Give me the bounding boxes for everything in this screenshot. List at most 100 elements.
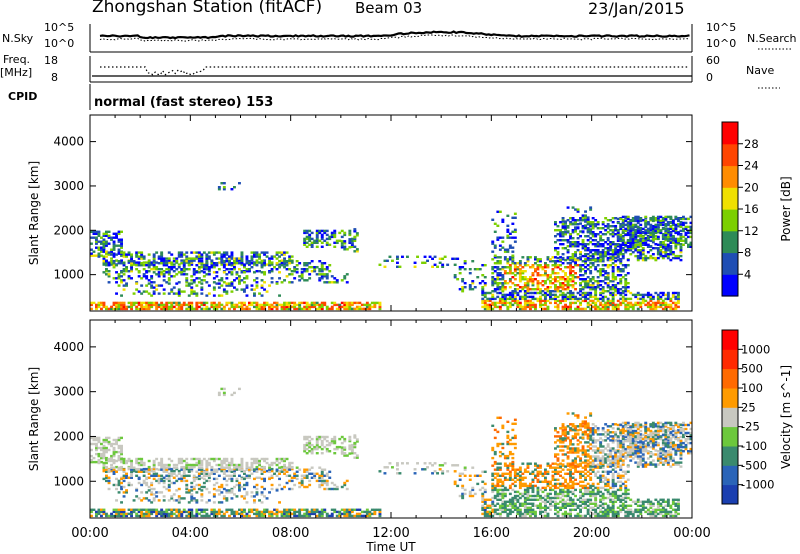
echo-cell <box>579 301 582 305</box>
echo-cell <box>165 305 169 309</box>
echo-cell <box>518 508 522 511</box>
echo-cell <box>160 307 164 311</box>
echo-cell <box>325 305 329 309</box>
echo-cell <box>649 219 653 222</box>
echo-cell <box>240 510 244 514</box>
echo-cell <box>243 301 246 305</box>
echo-cell <box>102 263 106 266</box>
echo-cell <box>308 305 312 309</box>
echo-cell <box>132 261 136 264</box>
echo-cell <box>263 305 266 309</box>
echo-cell <box>644 237 648 240</box>
echo-cell <box>310 450 314 453</box>
echo-cell <box>303 437 307 441</box>
echo-cell <box>564 293 567 297</box>
echo-cell <box>541 268 545 271</box>
echo-cell <box>110 463 113 467</box>
echo-cell <box>320 510 324 514</box>
echo-cell <box>288 281 292 284</box>
echo-cell <box>182 470 186 473</box>
echo-cell <box>606 251 610 254</box>
echo-cell <box>320 270 324 273</box>
echo-cell <box>353 301 357 305</box>
echo-cell <box>574 253 577 256</box>
echo-cell <box>115 487 118 491</box>
echo-cell <box>160 474 164 477</box>
echo-cell <box>288 305 292 309</box>
echo-cell <box>586 243 590 246</box>
echo-cell <box>503 299 507 303</box>
echo-cell <box>423 261 427 264</box>
echo-cell <box>215 463 219 467</box>
echo-cell <box>250 468 254 471</box>
echo-cell <box>275 301 279 305</box>
echo-cell <box>581 219 585 222</box>
echo-cell <box>556 253 560 256</box>
echo-cell <box>644 219 648 223</box>
echo-cell <box>677 305 680 309</box>
echo-cell <box>270 487 274 491</box>
echo-cell <box>293 268 297 271</box>
echo-cell <box>666 249 670 252</box>
echo-cell <box>501 218 505 221</box>
echo-cell <box>310 437 314 441</box>
echo-cell <box>496 238 500 241</box>
echo-cell <box>298 303 302 307</box>
echo-cell <box>576 504 580 507</box>
echo-cell <box>559 284 562 287</box>
echo-cell <box>293 305 297 309</box>
echo-cell <box>624 299 628 303</box>
echo-cell <box>215 271 219 274</box>
echo-cell <box>120 251 123 254</box>
echo-cell <box>606 256 610 260</box>
echo-cell <box>518 301 522 305</box>
echo-cell <box>233 286 236 289</box>
echo-cell <box>619 239 623 242</box>
echo-cell <box>586 216 590 219</box>
echo-cell <box>664 297 668 301</box>
echo-cell <box>355 512 359 516</box>
echo-cell <box>636 225 640 229</box>
echo-cell <box>200 466 204 469</box>
echo-cell <box>551 293 555 297</box>
echo-cell <box>564 512 567 516</box>
echo-cell <box>260 477 264 481</box>
echo-cell <box>120 444 123 448</box>
echo-cell <box>521 286 525 289</box>
echo-cell <box>280 457 284 461</box>
echo-cell <box>569 258 572 262</box>
echo-cell <box>338 514 342 518</box>
echo-cell <box>561 305 565 309</box>
echo-cell <box>165 264 169 267</box>
echo-cell <box>260 303 264 307</box>
echo-cell <box>278 251 281 254</box>
echo-cell <box>333 447 337 451</box>
echo-cell <box>674 223 678 227</box>
echo-cell <box>621 235 625 238</box>
echo-cell <box>501 274 505 277</box>
echo-cell <box>170 497 174 500</box>
echo-cell <box>493 508 497 511</box>
echo-cell <box>338 305 342 309</box>
echo-cell <box>488 299 492 303</box>
echo-cell <box>90 254 93 257</box>
echo-cell <box>147 259 151 262</box>
echo-cell <box>140 277 144 280</box>
echo-cell <box>240 461 244 465</box>
echo-cell <box>654 305 658 309</box>
echo-cell <box>569 307 572 311</box>
echo-cell <box>569 262 572 265</box>
echo-cell <box>207 270 211 273</box>
echo-cell <box>268 491 271 494</box>
echo-cell <box>626 301 630 305</box>
echo-cell <box>526 295 530 299</box>
echo-cell <box>518 303 522 307</box>
echo-cell <box>107 514 111 518</box>
echo-cell <box>606 243 610 246</box>
echo-cell <box>140 499 144 502</box>
echo-cell <box>355 232 359 235</box>
echo-cell <box>649 305 653 309</box>
echo-cell <box>160 305 164 309</box>
echo-cell <box>260 261 264 264</box>
